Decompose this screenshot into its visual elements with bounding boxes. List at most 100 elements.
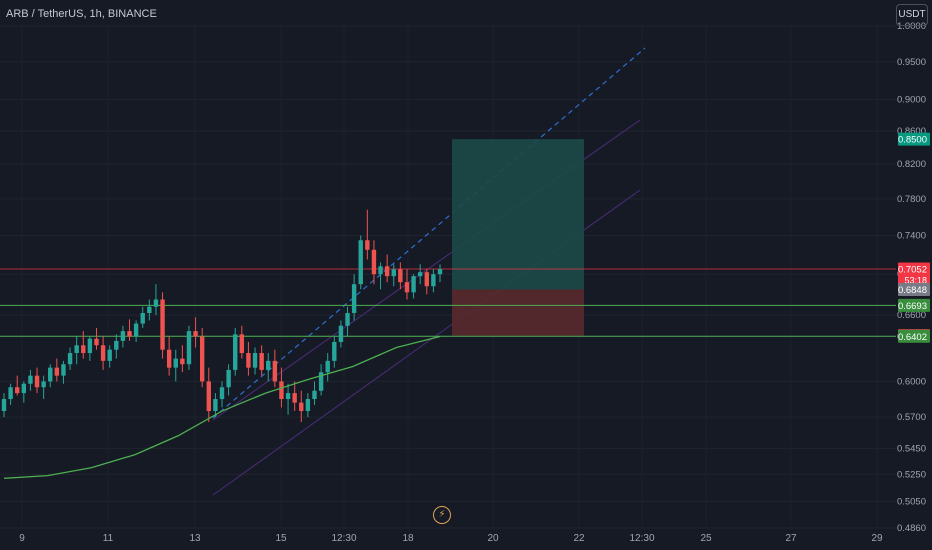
currency-button[interactable]: USDT: [896, 4, 928, 26]
candle-body: [332, 341, 337, 361]
candle-body: [193, 331, 198, 337]
x-tick-label: 20: [487, 533, 499, 544]
candle-body: [81, 345, 86, 354]
candle-body: [371, 249, 377, 275]
y-tick-label: 0.7800: [897, 194, 926, 205]
candle-body: [206, 381, 211, 412]
candle-body: [199, 336, 205, 382]
y-tick-label: 0.6600: [897, 310, 926, 321]
candle-body: [8, 387, 13, 400]
y-tick-label: 0.6000: [897, 376, 926, 387]
candle-body: [41, 381, 46, 388]
x-tick-label: 27: [785, 533, 797, 544]
candle-body: [305, 399, 311, 412]
price-tag-value: 0.8500: [898, 135, 927, 146]
y-tick-label: 0.4860: [897, 523, 926, 534]
price-tag: [898, 262, 930, 287]
position-stop-zone: [452, 289, 584, 336]
y-tick-label: 0.8600: [897, 126, 926, 137]
candle-body: [266, 360, 271, 370]
candle-body: [279, 381, 284, 400]
x-tick-label: 9: [19, 533, 25, 544]
candle-body: [239, 334, 245, 354]
chart-title: ARB / TetherUS, 1h, BINANCE: [6, 8, 157, 20]
x-tick-label: 15: [275, 533, 287, 544]
candle-body: [404, 282, 410, 293]
price-tag: [898, 329, 930, 343]
price-tag-value: 0.6848: [898, 285, 927, 296]
candle-body: [318, 372, 324, 391]
candle-body: [166, 349, 172, 368]
candle-body: [133, 323, 139, 337]
x-tick-label: 12:30: [629, 533, 654, 544]
candle-body: [292, 393, 297, 403]
y-tick-label: 0.9500: [897, 57, 926, 68]
candle-body: [127, 331, 132, 337]
candle-body: [417, 272, 423, 277]
candle-body: [252, 353, 258, 368]
price-tag: [898, 298, 930, 312]
candle-body: [147, 306, 152, 314]
channel-median-dashed: [212, 47, 646, 419]
y-tick-label: 0.5450: [897, 443, 926, 454]
candle-body: [48, 367, 53, 382]
candle-body: [61, 364, 66, 376]
candle-body: [325, 360, 330, 373]
y-tick-label: 0.5700: [897, 412, 926, 423]
candle-body: [100, 345, 106, 361]
y-tick-label: 0.5250: [897, 469, 926, 480]
candle-body: [114, 340, 119, 350]
price-tag-countdown: 53:18: [904, 276, 927, 286]
lightning-icon[interactable]: ⚡: [433, 506, 451, 524]
y-tick-label: 1.0000: [897, 21, 926, 32]
candle-body: [351, 284, 357, 314]
candle-body: [233, 334, 238, 370]
x-tick-label: 13: [189, 533, 201, 544]
candle-body: [299, 402, 304, 412]
candle-body: [120, 331, 126, 341]
position-target-zone: [452, 139, 584, 290]
candle-body: [1, 399, 7, 412]
candle-body: [285, 393, 291, 400]
price-tag-value: 0.7052: [898, 265, 927, 276]
candle-body: [107, 349, 112, 361]
candle-body: [358, 240, 363, 285]
candle-body: [21, 383, 27, 394]
moving-average-line: [3, 335, 441, 479]
candle-body: [219, 387, 225, 400]
candle-body: [398, 269, 403, 283]
candle-body: [74, 345, 79, 354]
candle-body: [338, 325, 344, 342]
candle-body: [15, 387, 20, 394]
candle-body: [87, 338, 93, 354]
candle-body: [160, 299, 165, 350]
candle-body: [213, 399, 218, 412]
y-tick-label: 0.7400: [897, 231, 926, 242]
candle-body: [28, 375, 33, 384]
price-tag-value: 0.6402: [898, 332, 927, 343]
candle-body: [411, 276, 416, 293]
candle-body: [246, 353, 251, 368]
candle-body: [180, 358, 185, 365]
candle-body: [67, 353, 73, 365]
x-tick-label: 12:30: [331, 533, 356, 544]
candle-body: [424, 272, 429, 287]
candle-body: [431, 274, 436, 287]
candle-body: [226, 369, 231, 388]
candle-body: [312, 390, 317, 400]
x-tick-label: 22: [573, 533, 585, 544]
price-tag: [898, 282, 930, 296]
candle-body: [384, 266, 390, 277]
price-tag-value: 0.6693: [898, 301, 927, 312]
candle-body: [272, 360, 278, 382]
y-tick-label: 0.9000: [897, 94, 926, 105]
x-tick-label: 25: [700, 533, 712, 544]
candle-body: [54, 367, 60, 376]
candle-body: [153, 299, 159, 307]
candle-body: [173, 358, 178, 368]
price-tag: [898, 132, 930, 146]
candle-body: [34, 375, 40, 388]
candle-body: [365, 240, 370, 250]
candle-body: [378, 266, 383, 275]
